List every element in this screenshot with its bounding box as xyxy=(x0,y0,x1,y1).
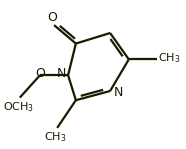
Text: N: N xyxy=(57,67,67,80)
Text: CH$_3$: CH$_3$ xyxy=(158,51,181,65)
Text: O: O xyxy=(48,11,57,24)
Text: N: N xyxy=(113,86,123,99)
Text: CH$_3$: CH$_3$ xyxy=(44,131,67,144)
Text: O: O xyxy=(35,67,45,80)
Text: OCH$_3$: OCH$_3$ xyxy=(3,100,34,114)
